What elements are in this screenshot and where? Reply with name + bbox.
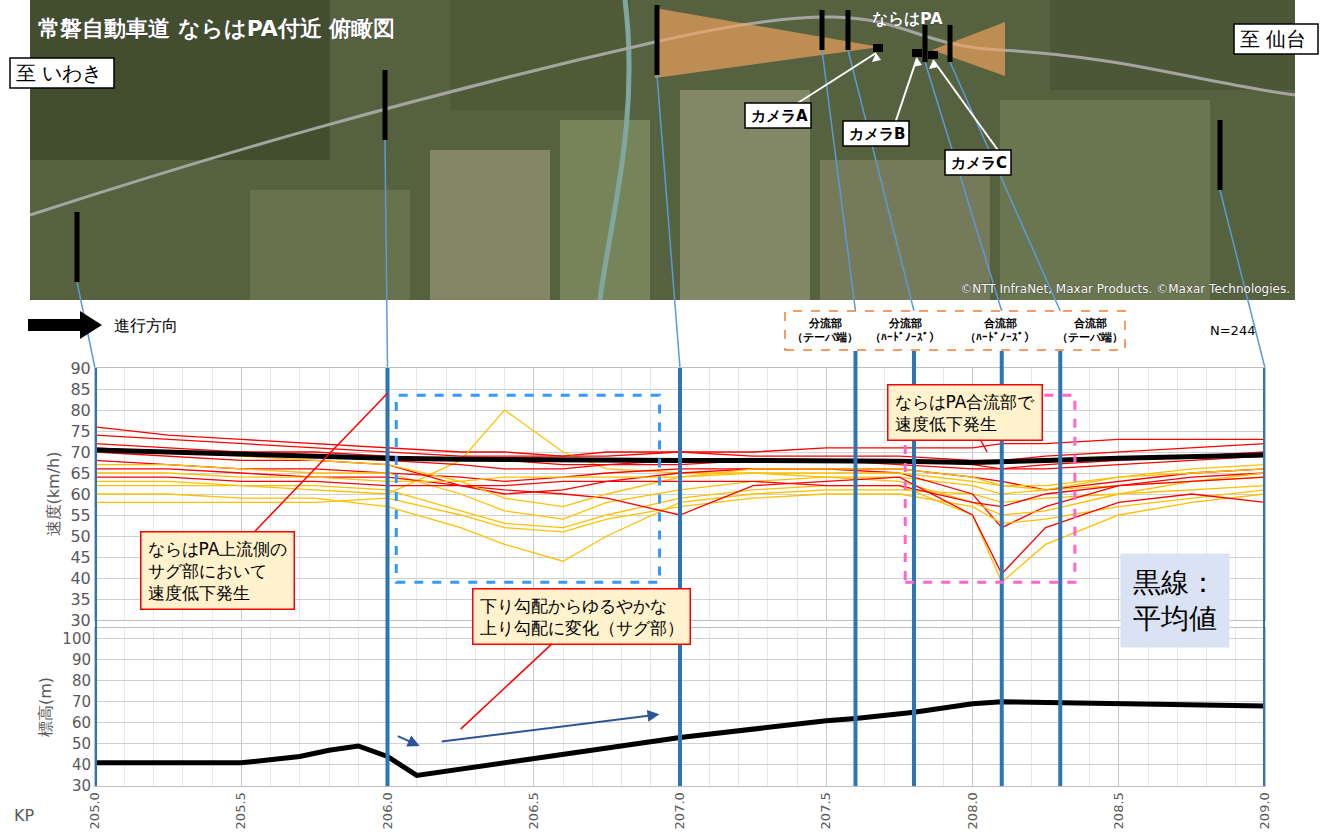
svg-text:207.0: 207.0 <box>672 792 687 829</box>
svg-text:下り勾配からゆるやかな上り勾配に変化（サグ部）: 下り勾配からゆるやかな上り勾配に変化（サグ部） <box>480 596 684 638</box>
svg-text:40: 40 <box>70 569 90 588</box>
svg-text:60: 60 <box>70 485 90 504</box>
svg-text:30: 30 <box>70 611 90 630</box>
svg-text:70: 70 <box>72 693 91 711</box>
svg-text:50: 50 <box>72 735 91 753</box>
svg-text:208.5: 208.5 <box>1111 792 1126 829</box>
svg-text:50: 50 <box>70 527 90 546</box>
svg-text:70: 70 <box>70 443 90 462</box>
svg-text:©NTT InfraNet, Maxar Products.: ©NTT InfraNet, Maxar Products. ©Maxar Te… <box>960 282 1290 296</box>
svg-text:100: 100 <box>62 630 91 648</box>
svg-text:黒線：平均値: 黒線：平均値 <box>1133 566 1217 635</box>
svg-text:カメラB: カメラB <box>849 125 905 143</box>
svg-text:進行方向: 進行方向 <box>114 316 178 335</box>
svg-text:65: 65 <box>70 464 90 483</box>
svg-text:205.5: 205.5 <box>233 792 248 829</box>
svg-text:205.0: 205.0 <box>87 792 102 829</box>
svg-text:KP: KP <box>14 806 34 825</box>
svg-text:カメラC: カメラC <box>951 154 1007 172</box>
svg-text:80: 80 <box>70 401 90 420</box>
svg-text:合流部（テーパ端）: 合流部（テーパ端） <box>1057 317 1123 344</box>
svg-text:55: 55 <box>70 506 90 525</box>
svg-text:90: 90 <box>70 359 90 378</box>
svg-text:至 いわき: 至 いわき <box>16 61 102 85</box>
svg-text:207.5: 207.5 <box>818 792 833 829</box>
svg-text:至 仙台: 至 仙台 <box>1240 27 1306 51</box>
svg-text:速度(km/h): 速度(km/h) <box>44 452 63 537</box>
svg-text:206.5: 206.5 <box>526 792 541 829</box>
svg-text:75: 75 <box>70 422 90 441</box>
svg-text:45: 45 <box>70 548 90 567</box>
svg-text:90: 90 <box>72 651 91 669</box>
svg-text:40: 40 <box>72 756 91 774</box>
svg-text:ならはPA上流側のサグ部において速度低下発生: ならはPA上流側のサグ部において速度低下発生 <box>148 539 288 603</box>
svg-text:合流部（ﾊｰﾄﾞﾉｰｽﾞ）: 合流部（ﾊｰﾄﾞﾉｰｽﾞ） <box>965 317 1035 344</box>
svg-text:85: 85 <box>70 380 90 399</box>
svg-text:常磐自動車道 ならはPA付近 俯瞰図: 常磐自動車道 ならはPA付近 俯瞰図 <box>38 16 395 41</box>
svg-text:ならはPA: ならはPA <box>872 9 943 28</box>
svg-text:分流部（ﾊｰﾄﾞﾉｰｽﾞ）: 分流部（ﾊｰﾄﾞﾉｰｽﾞ） <box>870 317 940 344</box>
svg-text:60: 60 <box>72 714 91 732</box>
svg-text:カメラA: カメラA <box>751 107 808 125</box>
svg-text:標高(m): 標高(m) <box>36 677 55 737</box>
svg-text:209.0: 209.0 <box>1257 792 1272 829</box>
svg-text:208.0: 208.0 <box>965 792 980 829</box>
svg-text:80: 80 <box>72 672 91 690</box>
svg-text:ならはPA合流部で速度低下発生: ならはPA合流部で速度低下発生 <box>895 392 1036 434</box>
svg-text:206.0: 206.0 <box>380 792 395 829</box>
svg-text:30: 30 <box>72 777 91 795</box>
svg-text:35: 35 <box>70 590 90 609</box>
svg-text:分流部（テーパ端）: 分流部（テーパ端） <box>792 317 858 344</box>
svg-text:N=244: N=244 <box>1210 323 1255 338</box>
